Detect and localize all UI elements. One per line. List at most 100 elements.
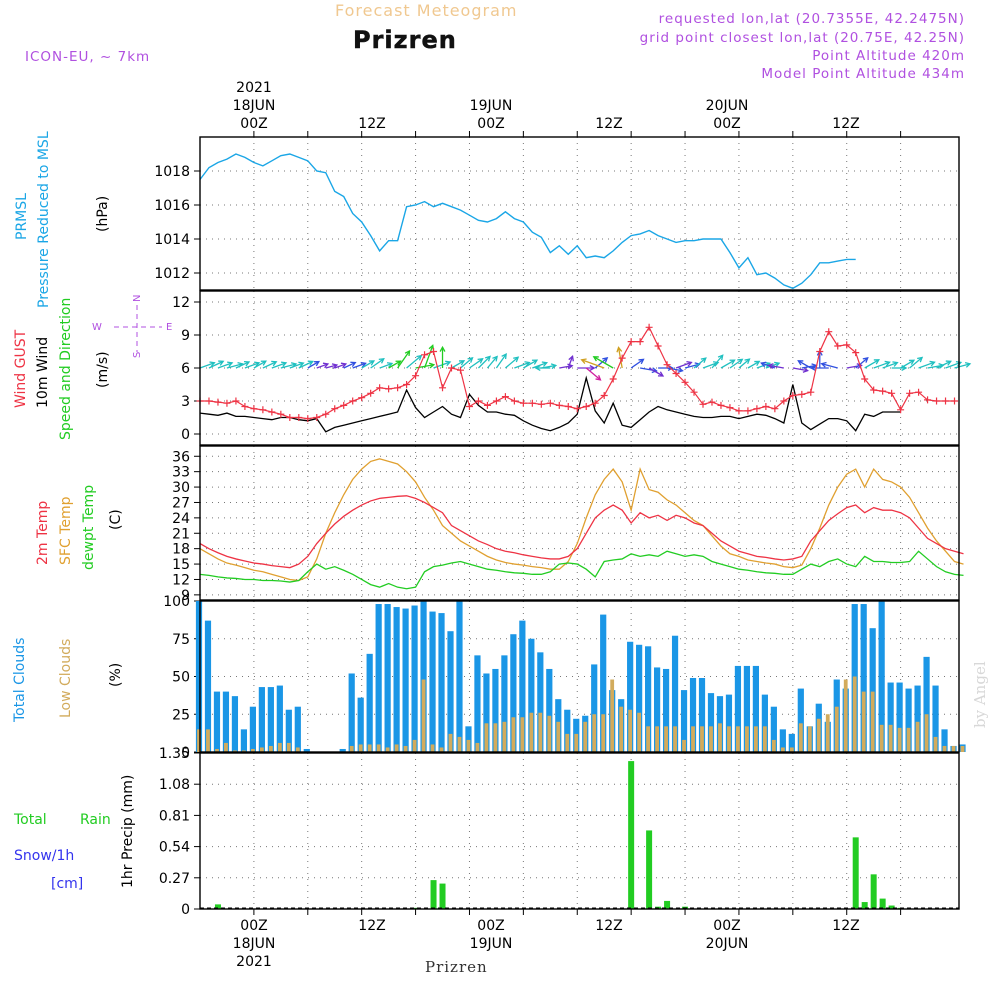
snow-unit-label: [cm] xyxy=(51,876,83,892)
wind-arrow xyxy=(307,360,321,369)
panel-4: 0 25 50 75 100 xyxy=(163,594,966,761)
total-cloud-bar xyxy=(195,601,203,752)
wind-arrow-shaft xyxy=(262,361,277,369)
wind-arrow-head xyxy=(744,358,751,365)
wind-arrow-head xyxy=(534,365,541,371)
low-cloud-bar xyxy=(457,736,462,752)
wind-arrow xyxy=(523,359,539,369)
wind-arrow-head xyxy=(313,360,321,367)
low-cloud-bar xyxy=(771,739,776,752)
gust-marker xyxy=(322,410,330,418)
low-cloud-bar xyxy=(610,679,615,752)
panel-frame xyxy=(199,445,960,601)
wind-arrow-head xyxy=(340,362,348,369)
wind-arrow xyxy=(244,361,261,369)
wind-arrow xyxy=(370,358,385,369)
gust-marker xyxy=(816,348,824,355)
gust-marker xyxy=(888,389,896,397)
low-cloud-bar xyxy=(484,723,489,752)
precip-bar xyxy=(664,900,671,909)
total-cloud-bar xyxy=(483,673,490,752)
precip-bar xyxy=(628,761,635,909)
wind-arrow xyxy=(271,361,288,369)
low-cloud-bar xyxy=(628,709,633,752)
low-cloud-bar xyxy=(583,721,588,752)
total-cloud-bar xyxy=(564,709,571,752)
y-tick-label: 1014 xyxy=(154,232,190,248)
gust-marker xyxy=(232,397,240,405)
top-year-label: 2021 xyxy=(236,80,272,96)
y-tick-label: 27 xyxy=(172,495,190,511)
gust-marker xyxy=(636,338,644,346)
gust-marker xyxy=(412,372,420,380)
gust-marker xyxy=(546,399,554,407)
wind-arrow-shaft xyxy=(298,360,314,369)
wind-arrow xyxy=(693,357,707,369)
low-cloud-bar xyxy=(762,726,767,752)
wind-arrow xyxy=(406,354,423,369)
total-cloud-bar xyxy=(725,694,733,752)
low-cloud-bar xyxy=(816,718,821,752)
wind-arrow-head xyxy=(945,360,952,366)
low-cloud-bar xyxy=(358,744,363,752)
wind-arrow-head xyxy=(368,360,376,366)
y-tick-label: 3 xyxy=(181,394,190,410)
wind-arrow xyxy=(630,358,645,369)
gust-marker xyxy=(555,401,563,409)
precip-bar xyxy=(646,830,653,909)
total-cloud-bar xyxy=(501,655,508,752)
gust-marker xyxy=(780,397,788,405)
wind-arrow-head xyxy=(802,366,809,373)
top-hour-label: 00Z xyxy=(477,116,504,132)
y-tick-label: 21 xyxy=(172,526,190,542)
low-cloud-bar xyxy=(556,721,561,752)
low-cloud-bar xyxy=(295,747,300,752)
total-cloud-bar xyxy=(680,690,688,752)
low-cloud-bar xyxy=(529,712,534,752)
low-cloud-bar xyxy=(942,745,947,752)
wind-arrow xyxy=(433,360,452,369)
wind-arrow-head xyxy=(568,354,574,362)
wind-arrow-shaft xyxy=(936,360,952,369)
gust-marker xyxy=(250,405,258,413)
compass-west: W xyxy=(92,322,102,333)
wind-speed-direction-label: Speed and Direction xyxy=(58,298,74,440)
total-cloud-bar xyxy=(276,685,283,752)
wind-arrow-head xyxy=(820,361,827,368)
bottom-date-label: 19JUN xyxy=(470,936,513,952)
low-cloud-bar xyxy=(709,726,713,752)
wind-arrow-shaft xyxy=(648,367,664,377)
wind-arrow-head xyxy=(243,360,251,367)
precip-bar xyxy=(439,883,446,909)
low-cloud-bar xyxy=(691,726,695,752)
y-tick-label: 0.27 xyxy=(159,871,190,887)
total-cloud-bar xyxy=(636,644,643,752)
wind-arrow-head xyxy=(550,363,558,370)
top-hour-label: 00Z xyxy=(240,116,267,132)
wind-arrow-head xyxy=(360,361,367,368)
total-cloud-bar xyxy=(860,604,867,752)
panel-frame xyxy=(199,752,960,910)
wind-arrow-head xyxy=(531,359,539,365)
y-tick-label: 0 xyxy=(181,745,190,761)
gust-marker xyxy=(654,342,662,350)
low-cloud-bar xyxy=(834,706,839,752)
wind-arrow xyxy=(514,361,531,369)
low-cloud-bar xyxy=(242,750,246,752)
gust-marker xyxy=(385,385,393,393)
wind-arrow-head xyxy=(964,362,972,368)
y-tick-label: 24 xyxy=(172,511,190,527)
gust-marker xyxy=(501,393,509,401)
rain-label: Rain xyxy=(80,812,111,828)
low-cloud-bar xyxy=(538,712,543,752)
closest-coords: grid point closest lon,lat (20.75E, 42.2… xyxy=(640,30,965,46)
temp-sfc-label: SFC Temp xyxy=(58,496,74,565)
wind-unit: (m/s) xyxy=(95,351,111,388)
wind-arrow xyxy=(855,357,869,369)
total-cloud-bar xyxy=(914,685,921,752)
wind-arrow-shaft xyxy=(585,367,601,381)
gust-marker xyxy=(870,386,878,394)
gust-marker xyxy=(376,384,384,392)
wind-arrow-shaft xyxy=(873,361,890,369)
low-cloud-bar xyxy=(448,733,453,752)
